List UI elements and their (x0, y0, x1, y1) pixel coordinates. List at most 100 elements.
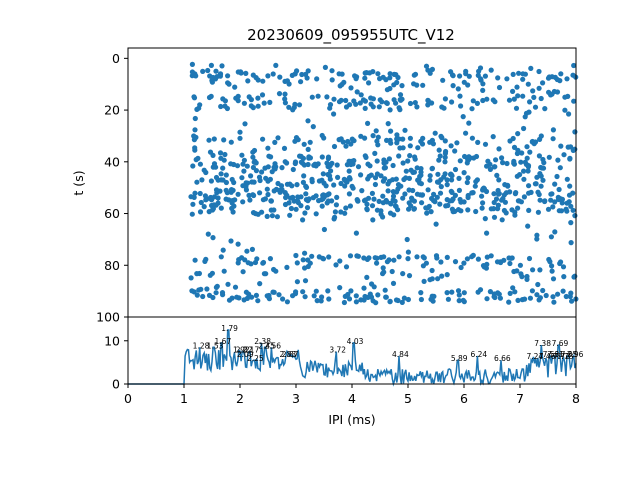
raster-point (320, 171, 326, 177)
raster-point (548, 191, 554, 197)
raster-point (241, 100, 247, 106)
raster-point (530, 88, 536, 94)
raster-point (455, 86, 461, 92)
raster-point (348, 85, 354, 91)
raster-point (523, 161, 530, 167)
raster-point (572, 129, 578, 135)
raster-point (353, 230, 359, 236)
raster-point (235, 191, 241, 197)
raster-point (420, 254, 426, 260)
raster-point (267, 256, 273, 262)
raster-point (518, 159, 524, 165)
raster-point (515, 93, 521, 99)
raster-point (427, 277, 433, 283)
raster-point (273, 62, 279, 68)
raster-point (445, 202, 451, 209)
histogram-x-tick-label: 0 (124, 391, 132, 406)
raster-point (387, 210, 394, 216)
raster-point (241, 297, 247, 303)
raster-point (537, 267, 543, 273)
raster-point (491, 214, 498, 220)
raster-point (449, 206, 455, 212)
raster-point (538, 183, 544, 189)
raster-point (480, 81, 486, 87)
raster-point (303, 183, 309, 189)
raster-point (219, 290, 226, 296)
raster-point (560, 288, 566, 294)
raster-point (457, 158, 463, 164)
raster-point (253, 75, 259, 81)
raster-point (568, 290, 574, 296)
raster-point (540, 80, 546, 86)
raster-point (219, 63, 225, 69)
raster-point (511, 144, 518, 150)
raster-point (210, 74, 216, 81)
raster-point (366, 255, 372, 261)
raster-point (507, 290, 513, 296)
raster-point (403, 168, 409, 174)
raster-point (423, 260, 429, 266)
raster-point (387, 85, 393, 92)
raster-point (394, 140, 400, 146)
raster-point (499, 217, 505, 223)
raster-point (479, 205, 485, 211)
raster-point (444, 272, 450, 278)
raster-point (307, 139, 313, 145)
raster-point (427, 70, 433, 76)
raster-point (381, 254, 387, 260)
raster-point (207, 272, 213, 278)
raster-point (309, 94, 315, 100)
raster-point (571, 62, 577, 69)
raster-point (512, 212, 518, 218)
raster-point (414, 104, 420, 110)
peak-label: 7.96 (567, 350, 584, 359)
raster-point (570, 147, 576, 153)
raster-point (529, 288, 536, 294)
raster-point (428, 209, 434, 215)
raster-point (437, 201, 443, 207)
raster-point (412, 156, 418, 162)
histogram-panel: 1.79 1.281.531.671.922.022.172.092.25 2.38… (104, 316, 584, 427)
raster-point (204, 286, 210, 292)
raster-point (235, 69, 241, 75)
raster-point (510, 135, 516, 142)
raster-point (520, 76, 526, 82)
raster-point (380, 265, 386, 271)
raster-point (218, 205, 224, 211)
raster-point (529, 139, 535, 145)
raster-point (300, 289, 306, 295)
raster-point (210, 164, 216, 170)
raster-point (525, 223, 531, 229)
raster-point (346, 296, 353, 302)
raster-point (526, 190, 532, 196)
raster-point (538, 95, 544, 102)
raster-point (244, 163, 250, 169)
raster-point (294, 68, 300, 74)
raster-point (272, 139, 278, 145)
raster-point (537, 197, 543, 203)
raster-point (365, 176, 371, 182)
raster-point (189, 73, 195, 79)
raster-point (567, 156, 573, 162)
raster-points (188, 61, 579, 306)
raster-point (192, 190, 198, 196)
raster-point (280, 296, 286, 302)
raster-point (375, 142, 381, 148)
raster-point (327, 102, 334, 108)
raster-point (566, 111, 572, 117)
raster-point (252, 259, 259, 266)
raster-point (274, 214, 280, 220)
raster-point (367, 291, 373, 297)
raster-point (515, 131, 521, 137)
raster-point (543, 292, 549, 299)
raster-point (371, 196, 377, 202)
raster-point (370, 217, 376, 223)
raster-point (463, 130, 469, 136)
peak-label: 7.61 (547, 350, 564, 359)
raster-point (464, 256, 470, 262)
raster-point (536, 153, 543, 159)
raster-point (200, 68, 206, 74)
raster-point (476, 68, 482, 74)
raster-point (412, 100, 418, 106)
